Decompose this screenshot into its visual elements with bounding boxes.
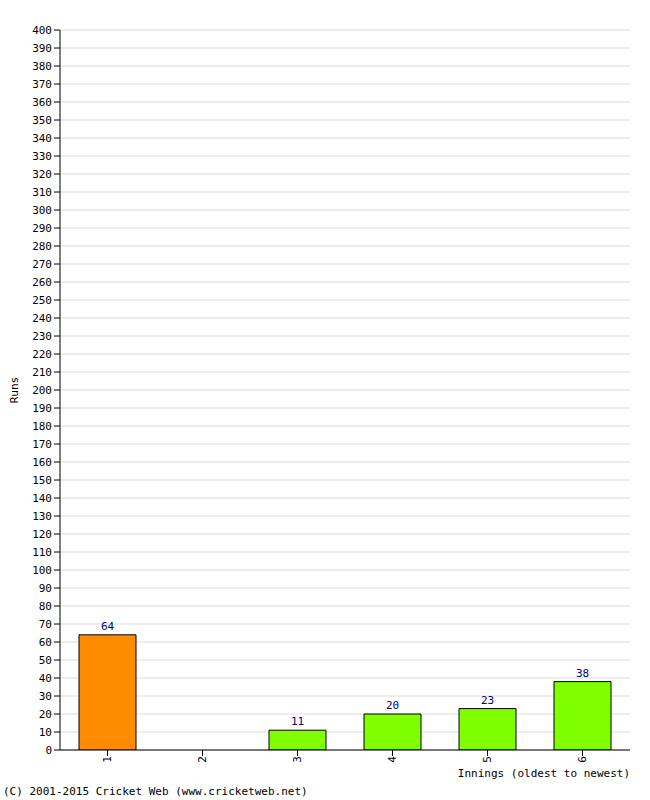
svg-text:300: 300 xyxy=(32,204,52,217)
svg-text:4: 4 xyxy=(386,756,399,763)
svg-text:38: 38 xyxy=(576,667,589,680)
svg-text:330: 330 xyxy=(32,150,52,163)
svg-text:400: 400 xyxy=(32,24,52,37)
svg-text:30: 30 xyxy=(39,690,52,703)
html-text:Runs: Runs xyxy=(7,376,21,404)
svg-text:40: 40 xyxy=(39,672,52,685)
svg-text:230: 230 xyxy=(32,330,52,343)
svg-text:120: 120 xyxy=(32,528,52,541)
svg-text:11: 11 xyxy=(291,715,304,728)
svg-text:210: 210 xyxy=(32,366,52,379)
svg-text:240: 240 xyxy=(32,312,52,325)
svg-text:200: 200 xyxy=(32,384,52,397)
svg-text:310: 310 xyxy=(32,186,52,199)
svg-text:2: 2 xyxy=(196,756,209,763)
svg-text:140: 140 xyxy=(32,492,52,505)
svg-text:3: 3 xyxy=(291,756,304,763)
svg-text:20: 20 xyxy=(386,699,399,712)
svg-text:390: 390 xyxy=(32,42,52,55)
svg-text:350: 350 xyxy=(32,114,52,127)
svg-text:370: 370 xyxy=(32,78,52,91)
svg-text:23: 23 xyxy=(481,694,494,707)
svg-text:80: 80 xyxy=(39,600,52,613)
svg-text:130: 130 xyxy=(32,510,52,523)
svg-text:180: 180 xyxy=(32,420,52,433)
svg-text:110: 110 xyxy=(32,546,52,559)
svg-text:50: 50 xyxy=(39,654,52,667)
svg-text:260: 260 xyxy=(32,276,52,289)
svg-text:320: 320 xyxy=(32,168,52,181)
svg-text:280: 280 xyxy=(32,240,52,253)
svg-text:70: 70 xyxy=(39,618,52,631)
svg-text:90: 90 xyxy=(39,582,52,595)
svg-text:170: 170 xyxy=(32,438,52,451)
svg-text:10: 10 xyxy=(39,726,52,739)
svg-text:6: 6 xyxy=(576,756,589,763)
svg-text:60: 60 xyxy=(39,636,52,649)
svg-text:20: 20 xyxy=(39,708,52,721)
svg-text:340: 340 xyxy=(32,132,52,145)
svg-text:290: 290 xyxy=(32,222,52,235)
svg-text:0: 0 xyxy=(45,744,52,757)
svg-text:150: 150 xyxy=(32,474,52,487)
html-text:Innings (oldest to newest): Innings (oldest to newest) xyxy=(457,767,630,780)
html-text:(C) 2001-2015 Cricket Web (www: (C) 2001-2015 Cricket Web (www.cricketwe… xyxy=(3,785,308,798)
svg-text:5: 5 xyxy=(481,756,494,763)
svg-text:270: 270 xyxy=(32,258,52,271)
svg-text:1: 1 xyxy=(101,756,114,763)
svg-text:100: 100 xyxy=(32,564,52,577)
svg-text:250: 250 xyxy=(32,294,52,307)
svg-text:380: 380 xyxy=(32,60,52,73)
svg-text:220: 220 xyxy=(32,348,52,361)
svg-text:160: 160 xyxy=(32,456,52,469)
svg-text:360: 360 xyxy=(32,96,52,109)
svg-text:190: 190 xyxy=(32,402,52,415)
svg-text:64: 64 xyxy=(101,620,115,633)
